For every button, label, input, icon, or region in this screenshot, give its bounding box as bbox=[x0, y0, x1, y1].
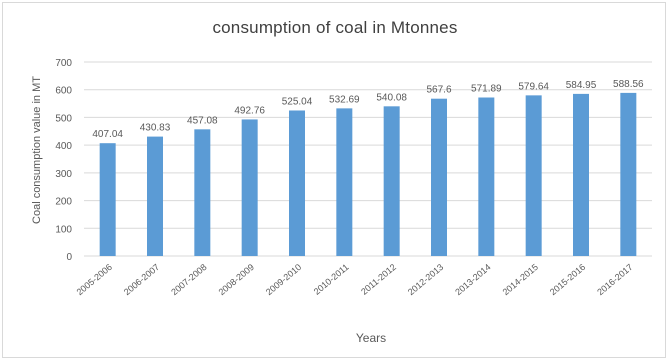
data-label: 579.64 bbox=[518, 81, 549, 92]
y-axis-title: Coal consumption value in MT bbox=[31, 76, 43, 224]
data-label: 540.08 bbox=[376, 92, 407, 103]
data-labels: 407.04 430.83 457.08 492.76 525.04 532.69 540.… bbox=[92, 79, 644, 140]
bar bbox=[573, 94, 589, 256]
gridlines bbox=[84, 62, 652, 256]
bar bbox=[431, 99, 447, 256]
data-label: 567.6 bbox=[426, 85, 451, 96]
x-tick-label: 2015-2016 bbox=[548, 262, 587, 297]
x-tick-label: 2014-2015 bbox=[501, 262, 540, 297]
data-label: 492.76 bbox=[234, 105, 265, 116]
y-tick-label: 700 bbox=[55, 58, 72, 69]
bar bbox=[336, 108, 352, 256]
x-tick-label: 2011-2012 bbox=[359, 262, 398, 297]
x-tick-label: 2010-2011 bbox=[312, 262, 351, 297]
data-label: 525.04 bbox=[282, 96, 313, 107]
bar bbox=[147, 137, 163, 256]
x-tick-label: 2005-2006 bbox=[75, 262, 114, 297]
y-tick-label: 600 bbox=[55, 86, 72, 97]
data-label: 584.95 bbox=[566, 80, 597, 91]
x-tick-label: 2012-2013 bbox=[406, 262, 445, 297]
y-tick-label: 300 bbox=[55, 169, 72, 180]
bar bbox=[194, 129, 210, 256]
data-label: 407.04 bbox=[92, 129, 123, 140]
x-tick-labels: 2005-2006 2006-2007 2007-2008 2008-2009 2009… bbox=[75, 262, 635, 297]
data-label: 457.08 bbox=[187, 115, 218, 126]
x-tick-label: 2009-2010 bbox=[264, 262, 303, 297]
data-label: 588.56 bbox=[613, 79, 644, 90]
x-tick-label: 2016-2017 bbox=[595, 262, 634, 297]
bar bbox=[289, 110, 305, 256]
x-tick-label: 2013-2014 bbox=[453, 262, 492, 297]
x-tick-label: 2007-2008 bbox=[169, 262, 208, 297]
data-label: 532.69 bbox=[329, 94, 360, 105]
y-tick-label: 0 bbox=[66, 252, 72, 263]
y-tick-label: 200 bbox=[55, 197, 72, 208]
data-label: 571.89 bbox=[471, 84, 502, 95]
y-tick-label: 100 bbox=[55, 224, 72, 235]
x-tick-label: 2008-2009 bbox=[217, 262, 256, 297]
bar bbox=[526, 95, 542, 256]
y-tick-label: 400 bbox=[55, 141, 72, 152]
bar bbox=[620, 93, 636, 256]
x-axis-title: Years bbox=[356, 331, 386, 345]
x-tick-label: 2006-2007 bbox=[122, 262, 161, 297]
bar bbox=[384, 106, 400, 256]
y-tick-label: 500 bbox=[55, 113, 72, 124]
y-tick-labels: 0 100 200 300 400 500 600 700 bbox=[55, 58, 72, 263]
bar bbox=[100, 143, 116, 256]
data-label: 430.83 bbox=[140, 123, 171, 134]
bar bbox=[242, 119, 258, 256]
bar bbox=[478, 98, 494, 256]
